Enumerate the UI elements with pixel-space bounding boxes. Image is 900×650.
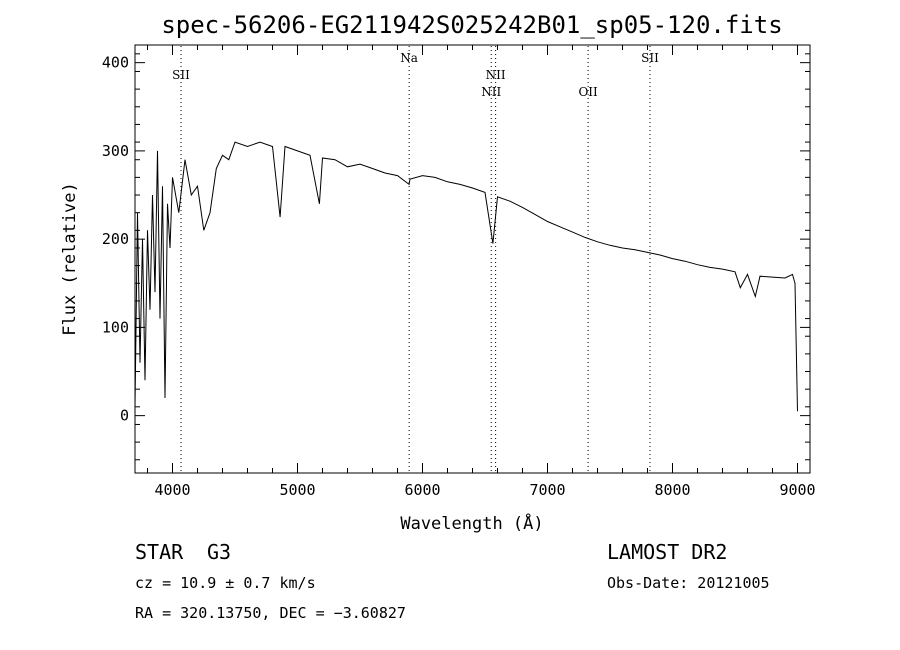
x-tick-label: 6000	[404, 481, 440, 499]
x-tick-label: 4000	[154, 481, 190, 499]
redshift-value: cz = 10.9 ± 0.7 km/s	[135, 574, 316, 592]
spectrum-line	[134, 141, 798, 412]
line-marker-label: NII	[486, 68, 506, 82]
survey-name: LAMOST DR2	[607, 540, 728, 564]
tick-labels: 4000 5000 6000 7000 8000 9000 0 100 200 300 400	[102, 54, 816, 499]
line-marker-label: SII	[641, 51, 659, 65]
y-tick-label: 0	[120, 407, 129, 425]
x-tick-label: 7000	[529, 481, 565, 499]
x-axis-label: Wavelength (Å)	[400, 512, 543, 534]
line-marker-label: NII	[481, 85, 501, 99]
y-tick-label: 100	[102, 318, 129, 336]
coordinates: RA = 320.13750, DEC = −3.60827	[135, 604, 406, 622]
chart-title: spec-56206-EG211942S025242B01_sp05-120.f…	[161, 11, 782, 39]
axis-ticks	[135, 45, 810, 473]
line-marker-label: Na	[400, 51, 418, 65]
x-tick-label: 8000	[654, 481, 690, 499]
object-class: STAR	[135, 540, 184, 564]
y-tick-label: 300	[102, 142, 129, 160]
x-tick-label: 5000	[279, 481, 315, 499]
y-tick-label: 400	[102, 54, 129, 72]
emission-lines: SII Na NII NII OII SII	[172, 46, 659, 472]
line-marker-label: OII	[578, 85, 598, 99]
obs-date: Obs-Date: 20121005	[607, 574, 770, 592]
x-tick-label: 9000	[779, 481, 815, 499]
plot-frame	[134, 44, 811, 474]
line-marker-label: SII	[172, 68, 190, 82]
object-subclass: G3	[207, 540, 232, 564]
y-axis-label: Flux (relative)	[60, 182, 80, 336]
y-tick-label: 200	[102, 230, 129, 248]
